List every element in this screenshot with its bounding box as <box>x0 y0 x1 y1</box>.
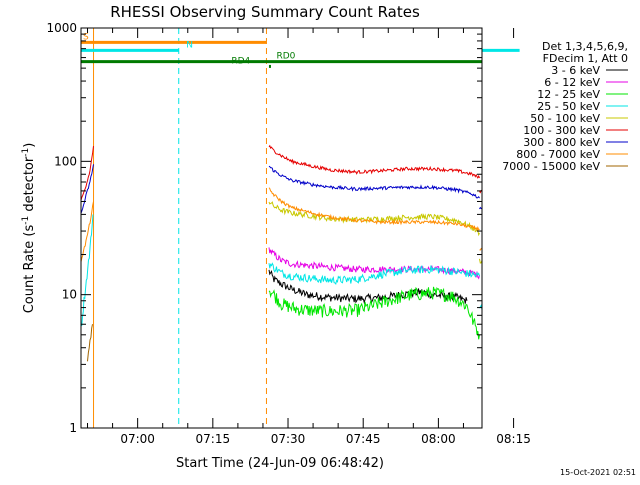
x-tick-label: 07:45 <box>346 432 381 446</box>
y-axis: 1 10 100 1000 <box>46 21 482 435</box>
chart-title: RHESSI Observing Summary Count Rates <box>110 3 420 21</box>
series-line <box>268 201 480 237</box>
legend-entry-label: 800 - 7000 keV <box>516 148 600 161</box>
plot-area: S N RD0 RD4 <box>81 28 520 428</box>
flag-label: N <box>186 40 193 50</box>
series-line <box>81 214 94 327</box>
series-line <box>268 247 480 280</box>
series-line <box>87 324 93 362</box>
y-axis-label-suffix: detector <box>22 156 37 216</box>
y-axis-label-close: ) <box>22 143 37 148</box>
series-line <box>268 269 468 305</box>
y-tick-label: 10 <box>62 288 77 302</box>
series-line <box>268 286 480 340</box>
legend-entry-label: 3 - 6 keV <box>551 64 600 77</box>
series-line <box>81 164 94 214</box>
x-axis: 07:00 07:15 07:30 07:45 08:00 08:15 <box>87 28 531 446</box>
y-tick-label: 1000 <box>46 21 77 35</box>
flag-label: S <box>83 32 89 42</box>
legend: Det 1,3,4,5,6,9,FDecim 1, Att 03 - 6 keV… <box>502 40 628 173</box>
flag-label: RD4 <box>231 56 250 66</box>
legend-header: FDecim 1, Att 0 <box>543 52 628 65</box>
legend-entry-label: 50 - 100 keV <box>530 112 600 125</box>
legend-entry-label: 6 - 12 keV <box>544 76 600 89</box>
timestamp: 15-Oct-2021 02:51 <box>560 468 636 477</box>
y-axis-label: Count Rate (s-1 detector-1) <box>21 143 37 314</box>
legend-entry-label: 100 - 300 keV <box>523 124 600 137</box>
x-tick-label: 07:15 <box>196 432 231 446</box>
x-tick-label: 08:00 <box>421 432 456 446</box>
x-tick-label: 08:15 <box>496 432 531 446</box>
x-tick-label: 07:30 <box>271 432 306 446</box>
series-line <box>268 262 480 286</box>
legend-entry-label: 300 - 800 keV <box>523 136 600 149</box>
x-tick-label: 07:00 <box>120 432 155 446</box>
plot-clipped <box>81 28 482 428</box>
legend-entry-label: 12 - 25 keV <box>537 88 600 101</box>
series-line <box>268 187 480 232</box>
flag-label: RD0 <box>276 52 295 62</box>
series-line <box>268 165 480 199</box>
y-tick-label: 1 <box>69 421 77 435</box>
series-line <box>81 201 94 263</box>
y-axis-label-prefix: Count Rate (s <box>22 225 37 314</box>
y-axis-label-superscript: -1 <box>21 216 31 225</box>
y-tick-label: 100 <box>54 154 77 168</box>
series-line <box>81 146 94 201</box>
legend-entry-label: 7000 - 15000 keV <box>502 160 600 173</box>
y-axis-label-superscript-2: -1 <box>21 148 31 157</box>
legend-header: Det 1,3,4,5,6,9, <box>542 40 628 53</box>
series-line <box>268 144 480 179</box>
plot-frame <box>80 27 483 429</box>
x-axis-label: Start Time (24-Jun-09 06:48:42) <box>176 456 384 471</box>
legend-entry-label: 25 - 50 keV <box>537 100 600 113</box>
